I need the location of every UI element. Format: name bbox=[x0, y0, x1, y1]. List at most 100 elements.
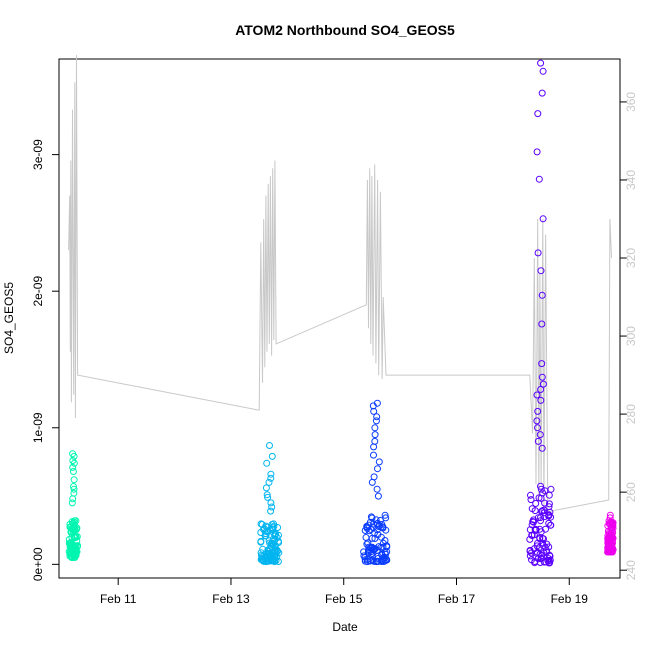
data-point bbox=[268, 553, 276, 561]
y-tick-label: 1e-09 bbox=[31, 412, 45, 443]
data-point bbox=[257, 529, 265, 536]
data-point bbox=[70, 483, 77, 490]
data-point bbox=[374, 519, 382, 527]
data-point bbox=[540, 558, 548, 566]
chart-title: ATOM2 Northbound SO4_GEOS5 bbox=[235, 22, 455, 38]
data-point bbox=[545, 512, 553, 520]
data-point bbox=[533, 148, 541, 156]
data-point bbox=[534, 249, 542, 257]
data-point bbox=[275, 539, 283, 546]
data-point bbox=[537, 517, 544, 525]
x-tick-label: Feb 15 bbox=[325, 592, 363, 606]
data-point bbox=[527, 496, 535, 504]
data-point bbox=[371, 431, 379, 439]
y2-tick-label: 240 bbox=[624, 560, 638, 580]
data-point bbox=[539, 489, 547, 497]
data-point bbox=[538, 373, 546, 381]
data-point bbox=[538, 291, 546, 299]
series-4 bbox=[604, 511, 617, 556]
data-point bbox=[371, 437, 379, 445]
data-point bbox=[68, 533, 76, 541]
data-point bbox=[538, 89, 546, 97]
data-point bbox=[269, 557, 277, 565]
data-point bbox=[530, 516, 537, 524]
data-point bbox=[263, 491, 271, 499]
data-point bbox=[527, 491, 534, 499]
data-point bbox=[67, 543, 75, 550]
data-point bbox=[70, 485, 78, 493]
data-point bbox=[367, 526, 375, 533]
data-point bbox=[258, 555, 266, 563]
data-point bbox=[536, 525, 544, 533]
data-point bbox=[367, 513, 375, 521]
data-point bbox=[534, 539, 541, 547]
data-point bbox=[379, 556, 387, 564]
data-point bbox=[268, 452, 276, 460]
data-point bbox=[362, 534, 370, 541]
secondary-series-line bbox=[68, 55, 612, 513]
y2-tick-label: 340 bbox=[624, 170, 638, 190]
data-point bbox=[539, 215, 547, 223]
data-point bbox=[374, 465, 381, 473]
data-point bbox=[267, 474, 275, 482]
data-point bbox=[262, 484, 270, 492]
data-point bbox=[267, 507, 275, 515]
data-point bbox=[545, 500, 553, 508]
data-point bbox=[537, 396, 545, 404]
y-axis-label: SO4_GEOS5 bbox=[2, 282, 16, 354]
data-point bbox=[375, 543, 383, 551]
data-point bbox=[69, 463, 77, 471]
secondary-line-layer bbox=[68, 55, 612, 513]
y-tick-label: 0e+00 bbox=[31, 547, 45, 581]
series-0 bbox=[65, 450, 82, 561]
data-point bbox=[537, 482, 544, 490]
data-point bbox=[538, 444, 546, 452]
data-point bbox=[266, 442, 273, 449]
data-point bbox=[533, 417, 541, 425]
data-point bbox=[70, 518, 78, 526]
data-point bbox=[69, 495, 77, 503]
data-point bbox=[545, 519, 553, 527]
y2-tick-label: 300 bbox=[624, 326, 638, 346]
data-point bbox=[373, 413, 381, 421]
data-point bbox=[268, 503, 276, 511]
points-layer bbox=[65, 59, 617, 567]
data-point bbox=[532, 500, 540, 507]
data-point bbox=[374, 492, 382, 500]
y-tick-label: 3e-09 bbox=[31, 139, 45, 170]
data-point bbox=[370, 443, 378, 451]
y2-tick-label: 260 bbox=[624, 482, 638, 502]
data-point bbox=[259, 557, 267, 565]
data-point bbox=[275, 549, 283, 557]
data-point bbox=[378, 558, 385, 565]
data-point bbox=[373, 546, 381, 554]
data-point bbox=[536, 431, 544, 439]
data-point bbox=[537, 59, 545, 67]
data-point bbox=[538, 320, 546, 328]
data-point bbox=[534, 110, 542, 118]
data-point bbox=[539, 380, 547, 388]
data-point bbox=[379, 523, 387, 531]
x-tick-label: Feb 13 bbox=[212, 592, 250, 606]
data-point bbox=[537, 485, 545, 493]
data-point bbox=[538, 507, 546, 515]
data-point bbox=[607, 531, 615, 539]
y2-tick-label: 280 bbox=[624, 404, 638, 424]
data-point bbox=[370, 407, 378, 415]
data-point bbox=[381, 511, 389, 519]
data-point bbox=[536, 550, 544, 558]
data-point bbox=[267, 470, 275, 478]
x-axis-label: Date bbox=[332, 620, 358, 634]
data-point bbox=[375, 458, 383, 466]
data-point bbox=[257, 537, 265, 545]
series-2 bbox=[360, 399, 391, 566]
data-point bbox=[264, 493, 272, 501]
x-tick-label: Feb 17 bbox=[438, 592, 476, 606]
data-point bbox=[606, 514, 614, 522]
data-point bbox=[526, 535, 534, 543]
data-point bbox=[609, 546, 617, 554]
data-point bbox=[376, 522, 384, 530]
data-point bbox=[72, 532, 80, 540]
data-point bbox=[375, 523, 383, 530]
